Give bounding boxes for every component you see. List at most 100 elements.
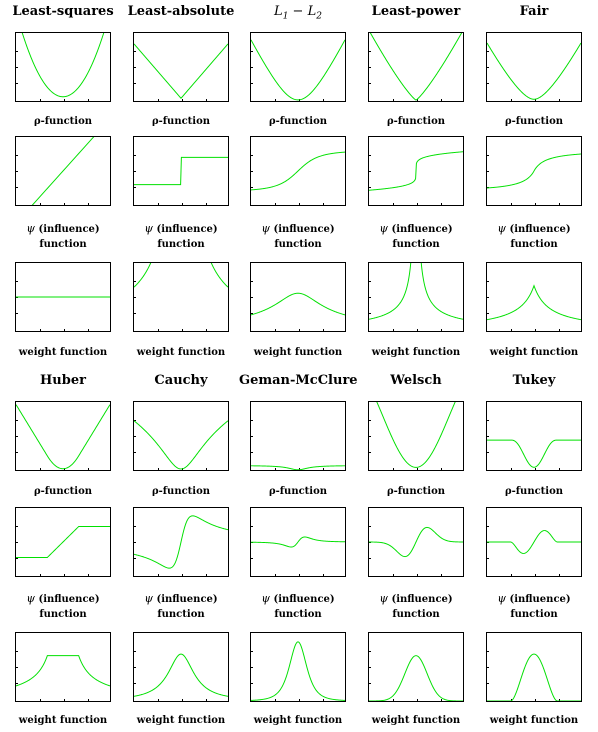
least-squares-weight-tick-left-0 [16, 280, 18, 282]
least-power-rho-tick-bottom-2 [441, 99, 442, 101]
huber-rho-plot [15, 401, 111, 471]
rho-label-text: ρ-function [268, 486, 328, 497]
geman-mcclure-weight-tick-bottom-1 [299, 699, 300, 701]
l1-l2-psi-tick-bottom-1 [299, 203, 300, 205]
tukey-weight-tick-left-2 [487, 683, 489, 685]
cauchy-weight-svg [134, 653, 228, 697]
least-power-weight-tick-left-2 [369, 313, 371, 315]
welsch-weight-curve [369, 655, 463, 701]
least-power-weight-tick-left-0 [369, 280, 371, 282]
tukey-rho-tick-left-0 [487, 419, 489, 421]
weight-label-text: weight function [489, 347, 579, 358]
cauchy-weight-label: weight function [122, 713, 240, 728]
l1-l2-weight-plot [250, 262, 346, 332]
huber-title: Huber [40, 373, 86, 388]
fair-rho-tick-bottom-2 [559, 99, 560, 101]
geman-mcclure-psi-tick-bottom-1 [299, 574, 300, 576]
rho-label-text: ρ-function [268, 116, 328, 127]
fair-weight-curve [487, 284, 581, 321]
tukey-weight-tick-bottom-0 [511, 699, 512, 701]
geman-mcclure-rho-plot [250, 401, 346, 471]
tukey-weight-svg [487, 653, 581, 701]
cauchy-rho-plot [133, 401, 229, 471]
welsch-rho-tick-left-0 [369, 419, 371, 421]
tukey-weight-tick-left-1 [487, 667, 489, 668]
rho-label-text: ρ-function [151, 486, 211, 497]
least-absolute-rho-plot [133, 32, 229, 102]
geman-mcclure-weight-tick-bottom-0 [275, 699, 276, 701]
least-squares-psi-tick-bottom-0 [40, 203, 41, 205]
l1-l2-psi-svg [251, 151, 345, 191]
welsch-rho-svg [376, 402, 456, 468]
huber-weight-label: weight function [4, 713, 122, 728]
psi-function-text: function [392, 609, 440, 620]
fair-rho-tick-left-1 [487, 67, 489, 68]
fair-weight-label: weight function [475, 345, 593, 360]
rho-label-text: ρ-function [504, 486, 564, 497]
huber-rho-tick-bottom-2 [88, 468, 89, 470]
least-squares-psi-curve [31, 137, 95, 205]
fair-psi-tick-bottom-2 [559, 203, 560, 205]
least-absolute-weight-tick-bottom-2 [206, 329, 207, 331]
psi-function-text: function [157, 239, 205, 250]
welsch-rho-tick-left-2 [369, 452, 371, 454]
l1-l2-psi-plot [250, 136, 346, 206]
psi-symbol: ψ [26, 592, 35, 605]
cauchy-weight-curve [134, 653, 228, 697]
huber-psi-curve [16, 526, 110, 558]
psi-symbol: ψ [26, 222, 35, 235]
huber-weight-plot [15, 632, 111, 702]
psi-function-text: function [39, 239, 87, 250]
fair-weight-plot [486, 262, 582, 332]
least-squares-weight-label: weight function [4, 345, 122, 360]
huber-rho-label: ρ-function [4, 484, 122, 499]
geman-mcclure-weight-tick-left-2 [251, 683, 253, 685]
least-squares-psi-tick-left-2 [16, 187, 18, 189]
huber-weight-curve [16, 655, 110, 687]
least-squares-rho-tick-bottom-2 [88, 99, 89, 101]
psi-influence-text: (influence) [391, 594, 453, 605]
fair-psi-tick-bottom-0 [511, 203, 512, 205]
fair-rho-plot [486, 32, 582, 102]
huber-weight-tick-left-2 [16, 683, 18, 685]
least-power-psi-label: ψ (influence) function [357, 221, 475, 252]
l1-l2-psi-tick-left-2 [251, 187, 253, 189]
least-absolute-weight-svg [134, 263, 228, 288]
weight-label-text: weight function [371, 715, 461, 726]
fair-rho-label: ρ-function [475, 114, 593, 129]
least-squares-weight-tick-bottom-2 [88, 329, 89, 331]
l1-l2-weight-label: weight function [239, 345, 357, 360]
geman-mcclure-psi-tick-bottom-2 [323, 574, 324, 576]
least-power-psi-tick-bottom-1 [417, 203, 418, 205]
welsch-rho-curve [376, 402, 456, 468]
rho-label-text: ρ-function [33, 486, 93, 497]
fair-weight-tick-bottom-1 [535, 329, 536, 331]
fair-title: Fair [519, 4, 549, 19]
huber-psi-svg [16, 526, 110, 558]
least-absolute-psi-svg [134, 156, 228, 186]
geman-mcclure-weight-label: weight function [239, 713, 357, 728]
cauchy-weight-tick-bottom-0 [158, 699, 159, 701]
welsch-psi-tick-bottom-0 [393, 574, 394, 576]
l1-l2-weight-tick-bottom-1 [299, 329, 300, 331]
weight-label-text: weight function [136, 347, 226, 358]
least-power-psi-tick-left-1 [369, 171, 371, 172]
geman-mcclure-title: Geman-McClure [239, 373, 358, 388]
psi-influence-text: (influence) [156, 594, 218, 605]
tukey-weight-plot [486, 632, 582, 702]
tukey-psi-tick-left-1 [487, 542, 489, 543]
least-power-rho-svg [369, 33, 463, 101]
cauchy-psi-tick-bottom-1 [182, 574, 183, 576]
fair-rho-tick-left-2 [487, 83, 489, 85]
psi-function-text: function [392, 239, 440, 250]
least-absolute-rho-tick-left-1 [134, 67, 136, 68]
geman-mcclure-weight-curve [251, 641, 345, 701]
least-squares-title: Least-squares [12, 4, 114, 19]
least-power-psi-plot [368, 136, 464, 206]
least-absolute-rho-tick-left-0 [134, 50, 136, 52]
huber-weight-tick-left-0 [16, 650, 18, 652]
fair-psi-curve [487, 153, 581, 189]
l1-l2-weight-tick-left-1 [251, 297, 253, 298]
cauchy-rho-svg [134, 420, 228, 470]
welsch-weight-tick-bottom-2 [441, 699, 442, 701]
